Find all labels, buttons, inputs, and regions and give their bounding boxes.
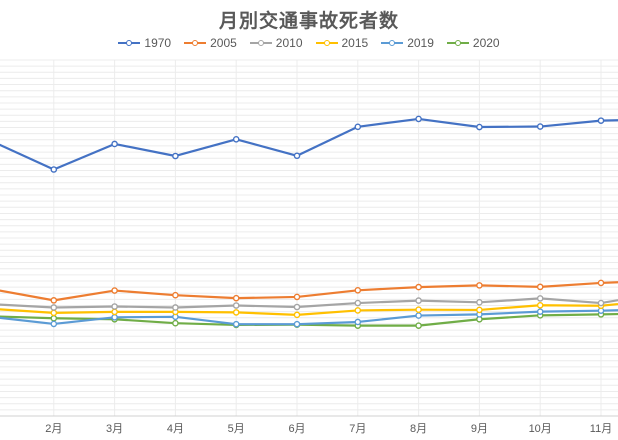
legend-label-2015: 2015: [341, 36, 369, 50]
data-point-2019: [111, 314, 118, 321]
chart-title: 月別交通事故死者数: [218, 11, 399, 32]
data-point-2010: [354, 299, 362, 307]
series-line-2019: [0, 309, 618, 326]
data-point-1970: [354, 123, 362, 131]
data-point-2005: [536, 283, 544, 291]
data-point-2005: [597, 279, 605, 287]
data-point-1970: [111, 140, 118, 148]
data-point-2010: [476, 299, 483, 306]
data-point-2015: [415, 306, 422, 313]
data-point-2005: [293, 293, 301, 301]
data-point-2015: [476, 306, 483, 314]
x-tick-label: 9月: [471, 423, 488, 435]
data-point-2005: [50, 297, 58, 304]
legend-item-2010: 2010: [249, 36, 303, 50]
data-point-2010: [111, 303, 118, 310]
data-point-2020: [415, 322, 422, 329]
series-line-2015: [0, 302, 618, 316]
legend-item-2019: 2019: [381, 36, 434, 50]
legend-swatch-2005: [184, 38, 207, 48]
legend-label-2010: 2010: [275, 36, 303, 50]
legend-label-2005: 2005: [210, 36, 237, 50]
data-point-2019: [293, 320, 301, 328]
legend-swatch-1970: [118, 38, 141, 48]
legend: 1970 2005 2010 2015 2019 2020: [0, 36, 618, 50]
data-point-2010: [232, 302, 240, 309]
data-point-2005: [415, 283, 422, 291]
data-point-2005: [172, 291, 179, 299]
data-point-1970: [476, 123, 483, 131]
series-line-2010: [0, 297, 618, 309]
legend-item-2015: 2015: [315, 36, 369, 50]
data-point-2020: [172, 319, 179, 327]
data-point-2019: [50, 320, 58, 328]
data-point-2010: [597, 299, 605, 307]
x-tick-label: 4月: [167, 423, 184, 435]
legend-swatch-2010: [249, 38, 272, 48]
data-point-1970: [536, 123, 544, 130]
x-tick-label: 10月: [529, 423, 552, 435]
x-tick-label: 7月: [349, 423, 366, 435]
legend-swatch-2020: [446, 38, 469, 48]
data-point-2015: [354, 307, 362, 314]
data-point-2015: [232, 309, 240, 316]
data-point-2010: [536, 295, 544, 302]
legend-label-2019: 2019: [407, 36, 434, 50]
x-tick-label: 3月: [106, 423, 123, 435]
series-line-1970: [0, 117, 618, 171]
data-point-2019: [232, 320, 240, 328]
data-point-1970: [232, 136, 240, 143]
x-tick-label: 1月: [0, 423, 2, 435]
data-point-1970: [293, 152, 301, 160]
data-point-2010: [415, 297, 422, 304]
data-point-2005: [476, 282, 483, 289]
series-line-2005: [0, 281, 618, 302]
x-tick-label: 6月: [288, 423, 305, 435]
legend-swatch-2019: [381, 38, 404, 48]
data-point-2010: [172, 304, 179, 311]
x-tick-label: 2月: [45, 423, 62, 435]
x-tick-label: 5月: [228, 423, 245, 435]
data-point-2005: [232, 294, 240, 302]
data-point-2019: [415, 312, 422, 319]
data-point-1970: [172, 152, 179, 160]
legend-item-2005: 2005: [184, 36, 237, 50]
x-tick-label: 8月: [410, 423, 427, 435]
data-point-2020: [50, 314, 58, 322]
data-point-1970: [415, 115, 422, 123]
data-point-1970: [597, 117, 605, 124]
data-point-2019: [354, 318, 362, 326]
data-point-2015: [293, 311, 301, 319]
data-point-2005: [111, 287, 118, 294]
data-point-2005: [354, 286, 362, 294]
legend-item-1970: 1970: [118, 36, 171, 50]
data-point-2010: [50, 304, 58, 311]
data-point-2010: [293, 303, 301, 311]
data-point-2015: [111, 308, 118, 316]
data-point-1970: [50, 166, 58, 173]
legend-label-1970: 1970: [144, 36, 172, 50]
x-tick-label: 11月: [590, 423, 612, 435]
data-point-2015: [50, 309, 58, 317]
data-point-2015: [536, 301, 544, 309]
data-point-2019: [536, 308, 544, 315]
legend-label-2020: 2020: [472, 36, 500, 50]
legend-item-2020: 2020: [446, 36, 500, 50]
legend-swatch-2015: [315, 38, 338, 48]
